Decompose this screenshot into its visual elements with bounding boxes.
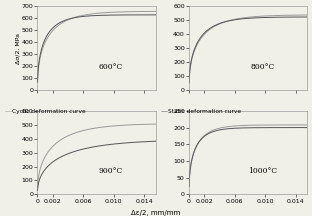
Text: Δε/2, mm/mm: Δε/2, mm/mm [131,210,181,216]
Text: Cyclic deformation curve: Cyclic deformation curve [12,109,85,114]
Text: 800°C: 800°C [250,63,275,71]
Text: Static deformation curve: Static deformation curve [168,109,241,114]
Text: —: — [161,108,168,114]
Text: 600°C: 600°C [99,63,123,71]
Y-axis label: Δσ/2, MPa: Δσ/2, MPa [15,33,20,64]
Text: —: — [5,108,12,114]
Text: 1000°C: 1000°C [248,167,277,175]
Text: 900°C: 900°C [99,167,123,175]
